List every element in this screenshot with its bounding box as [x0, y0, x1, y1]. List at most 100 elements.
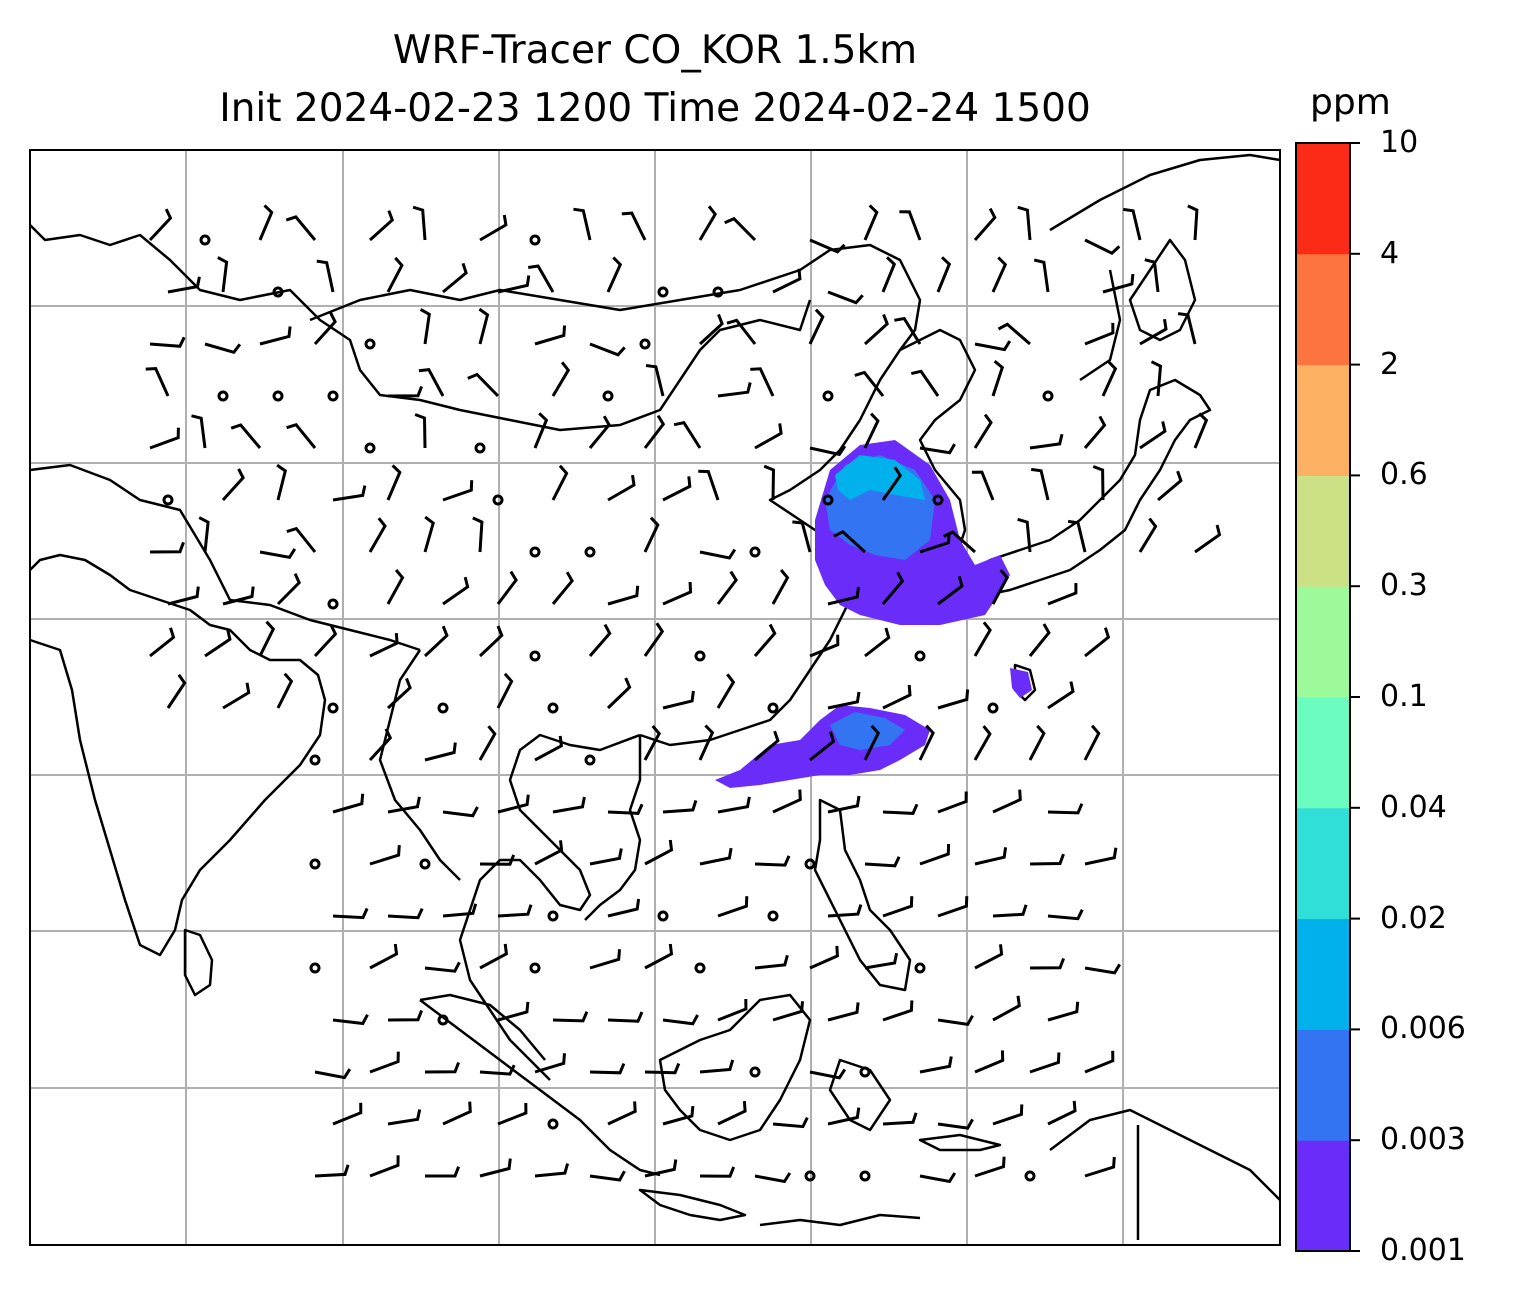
calm-wind-circle — [217, 390, 229, 402]
wind-barb — [496, 672, 514, 709]
wind-barb — [1084, 627, 1111, 658]
map-content — [29, 149, 1281, 1246]
colorbar-tick-label: 0.02 — [1380, 900, 1447, 936]
wind-barb — [863, 724, 881, 761]
wind-barb — [997, 322, 1031, 346]
wind-barb — [833, 529, 867, 554]
calm-wind-circle — [804, 858, 816, 870]
wind-barb — [286, 526, 317, 553]
wind-barb — [974, 944, 1004, 970]
wind-barb — [809, 634, 840, 658]
calm-wind-circle — [529, 546, 541, 558]
wind-barb — [1033, 258, 1050, 293]
wind-barb — [479, 1158, 512, 1178]
wind-barb — [442, 262, 468, 294]
wind-barb — [754, 423, 783, 450]
wind-barb — [314, 1068, 352, 1080]
wind-barb — [314, 1164, 350, 1178]
wind-barb — [716, 570, 738, 605]
colorbar-segment — [1296, 143, 1350, 255]
colorbar-tick-label: 10 — [1380, 125, 1419, 160]
wind-barb — [992, 789, 1022, 814]
wind-barb — [606, 677, 632, 710]
wind-barb — [827, 1002, 860, 1022]
wind-barb — [699, 1166, 736, 1178]
wind-barb — [198, 516, 210, 553]
wind-barb — [645, 364, 665, 397]
wind-barb — [589, 848, 623, 866]
wind-barb — [644, 943, 674, 970]
wind-barb — [899, 210, 922, 241]
wind-barb — [149, 541, 185, 554]
wind-barb — [533, 412, 549, 449]
wind-barb — [369, 943, 399, 970]
calm-wind-circle — [914, 650, 926, 662]
wind-barb — [754, 1172, 792, 1184]
wind-barb — [717, 998, 748, 1022]
wind-barb — [479, 943, 509, 970]
wind-barb — [937, 791, 968, 814]
wind-barb — [662, 1014, 699, 1026]
wind-barb — [607, 474, 636, 502]
calm-wind-circle — [639, 338, 651, 350]
plume-south-china-mid — [830, 712, 905, 750]
wind-barb — [442, 576, 470, 606]
calm-wind-circle — [822, 390, 834, 402]
colorbar — [1295, 142, 1360, 1252]
wind-barb — [1028, 623, 1051, 657]
wind-barb — [167, 276, 201, 294]
calm-wind-circle — [1042, 390, 1054, 402]
wind-barb — [1139, 318, 1168, 346]
wind-barb — [1139, 421, 1167, 450]
calm-wind-circle — [914, 962, 926, 974]
wind-barb — [973, 207, 997, 241]
wind-barb — [662, 581, 693, 606]
wind-barb — [1047, 803, 1084, 815]
calm-wind-circle — [327, 702, 339, 714]
wind-barb — [478, 725, 497, 761]
wind-barb — [424, 742, 457, 762]
calm-wind-circle — [529, 234, 541, 246]
wind-barb — [166, 673, 187, 709]
wind-barb — [792, 520, 812, 553]
wind-barb — [1138, 517, 1158, 553]
wind-barb — [1102, 273, 1135, 294]
wind-barb — [937, 575, 964, 606]
wind-barb — [534, 735, 564, 762]
wind-barb — [606, 256, 623, 293]
wind-barb — [217, 256, 229, 293]
calm-wind-circle — [804, 1170, 816, 1182]
wind-barb — [1083, 415, 1107, 449]
calm-wind-circle — [162, 494, 174, 506]
colorbar-unit-label: ppm — [1310, 82, 1391, 123]
wind-barb — [589, 949, 621, 970]
wind-barb — [771, 569, 790, 605]
wind-barb — [607, 1101, 637, 1126]
wind-barb — [1194, 524, 1222, 554]
calm-wind-circle — [657, 286, 669, 298]
wind-barb — [621, 211, 647, 241]
calm-wind-circle — [199, 234, 211, 246]
wind-barb — [1157, 470, 1183, 502]
calm-wind-circle — [584, 754, 596, 766]
wind-barb — [919, 1172, 957, 1184]
coast-timor — [918, 1133, 1002, 1152]
wind-barb — [643, 725, 662, 761]
wind-barb — [332, 1013, 369, 1026]
wind-barb — [1029, 853, 1065, 866]
wind-barb — [149, 427, 180, 450]
calm-wind-circle — [419, 858, 431, 870]
calm-wind-circle — [309, 754, 321, 766]
wind-barb — [809, 945, 839, 970]
wind-barb — [750, 367, 775, 397]
wind-barb — [919, 532, 951, 554]
wind-barb — [882, 1112, 918, 1126]
wind-barb — [662, 799, 698, 814]
wind-barb — [1084, 963, 1121, 975]
wind-barb — [910, 369, 940, 397]
wind-barb — [698, 313, 724, 346]
wind-barb — [753, 623, 777, 657]
wind-barb — [423, 625, 449, 658]
wind-barb — [937, 1118, 974, 1130]
wind-barb — [937, 689, 970, 710]
